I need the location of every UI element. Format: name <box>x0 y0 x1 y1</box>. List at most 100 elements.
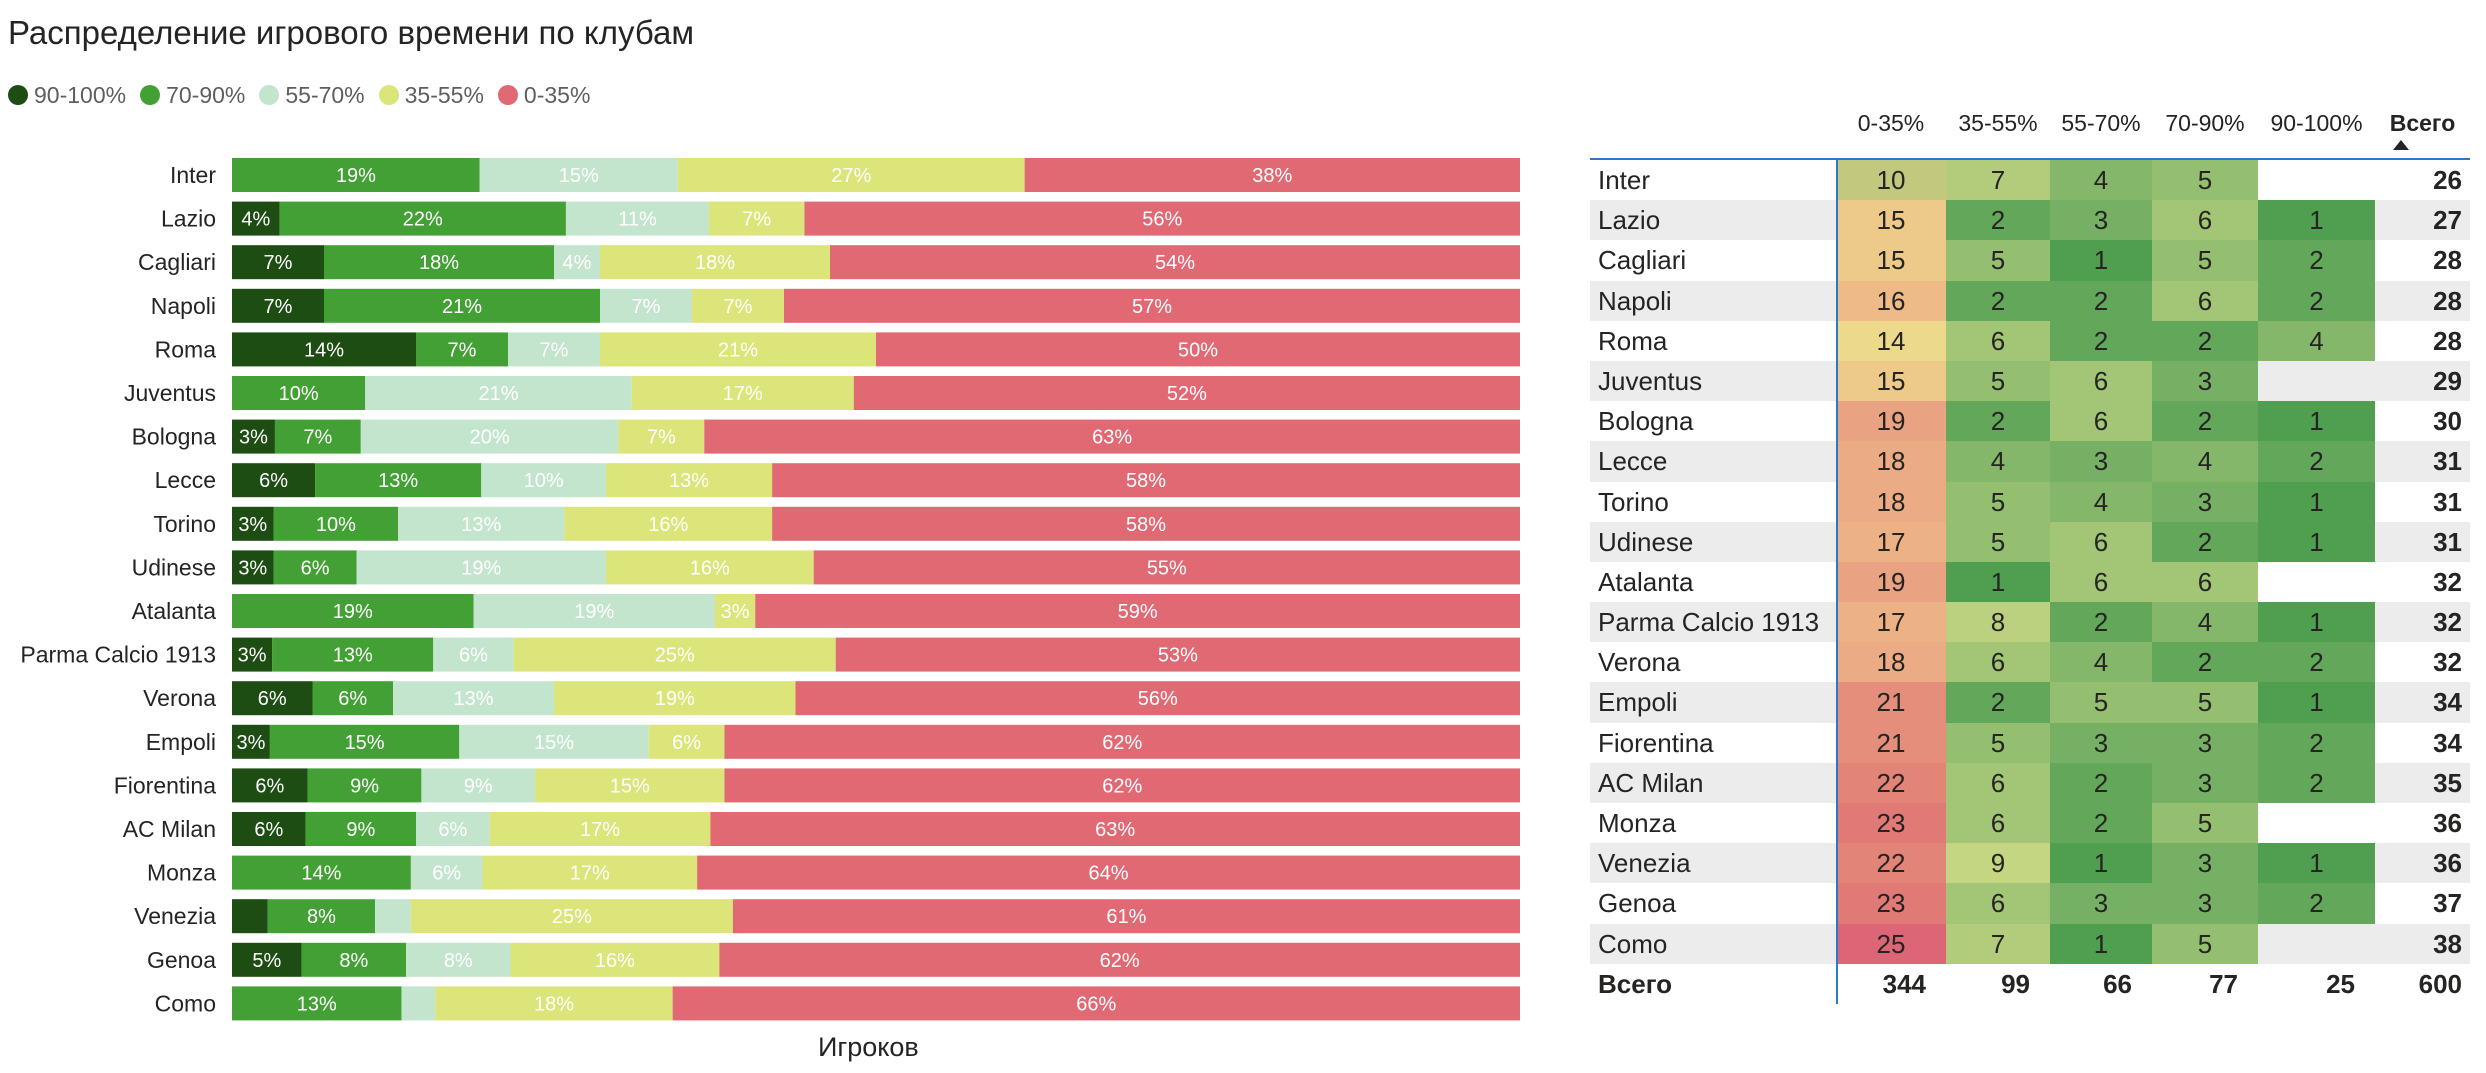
bar-segment[interactable] <box>232 594 474 628</box>
bar-segment[interactable] <box>406 942 511 977</box>
matrix-total-row[interactable]: Всего 344 99 66 77 25 600 <box>1590 964 2470 1004</box>
bar-segment[interactable] <box>605 550 814 585</box>
bar-segment[interactable] <box>648 724 725 759</box>
bar-segment[interactable] <box>489 812 711 846</box>
bar-segment[interactable] <box>232 245 324 280</box>
bar-segment[interactable] <box>565 201 710 236</box>
bar-segment[interactable] <box>272 637 434 672</box>
bar-segment[interactable] <box>732 899 1520 934</box>
column-header[interactable]: 70-90% <box>2165 110 2245 136</box>
bar-segment[interactable] <box>473 594 716 628</box>
bar-segment[interactable] <box>232 463 316 498</box>
bar-segment[interactable] <box>459 724 649 759</box>
bar-segment[interactable] <box>416 332 508 367</box>
matrix-row[interactable]: Udinese 17 5 6 2 1 31 <box>1590 521 2470 562</box>
bar-segment[interactable] <box>232 724 270 759</box>
bar-segment[interactable] <box>232 376 366 410</box>
matrix-row[interactable]: Fiorentina 21 5 3 3 2 34 <box>1590 722 2470 763</box>
bar-segment[interactable] <box>554 245 600 280</box>
bar-segment[interactable] <box>393 681 554 716</box>
matrix-row[interactable]: Monza 23 6 2 5 36 <box>1590 803 2470 844</box>
bar-segment[interactable] <box>273 550 357 585</box>
column-header[interactable]: 0-35% <box>1857 110 1925 136</box>
matrix-row[interactable]: Venezia 22 9 1 3 1 36 <box>1590 843 2470 884</box>
bar-segment[interactable] <box>513 637 836 672</box>
bar-segment[interactable] <box>232 288 324 323</box>
bar-segment[interactable] <box>267 899 376 934</box>
bar-segment[interactable] <box>232 550 274 585</box>
bar-segment[interactable] <box>719 942 1520 977</box>
bar-segment[interactable] <box>301 942 407 977</box>
bar-segment[interactable] <box>755 594 1520 628</box>
matrix-row[interactable]: Bologna 19 2 6 2 1 30 <box>1590 401 2470 442</box>
bar-segment[interactable] <box>715 594 756 628</box>
matrix-row[interactable]: Genoa 23 6 3 3 2 37 <box>1590 883 2470 924</box>
bar-segment[interactable] <box>835 637 1520 672</box>
matrix-row[interactable]: AC Milan 22 6 2 3 2 35 <box>1590 762 2470 803</box>
legend-item[interactable]: 0-35% <box>497 82 590 109</box>
bar-segment[interactable] <box>784 288 1520 323</box>
bar-segment[interactable] <box>410 855 483 890</box>
bar-segment[interactable] <box>1024 158 1520 192</box>
matrix-row[interactable]: Juventus 15 5 6 3 29 <box>1590 360 2470 402</box>
bar-segment[interactable] <box>600 288 692 323</box>
bar-segment[interactable] <box>697 855 1520 890</box>
bar-segment[interactable] <box>677 158 1025 192</box>
bar-segment[interactable] <box>535 768 725 803</box>
matrix-row[interactable]: Empoli 21 2 5 5 1 34 <box>1590 682 2470 723</box>
bar-segment[interactable] <box>232 201 280 236</box>
bar-segment[interactable] <box>421 768 536 803</box>
bar-segment[interactable] <box>876 332 1520 367</box>
bar-segment[interactable] <box>279 201 566 236</box>
bar-segment[interactable] <box>813 550 1520 585</box>
bar-segment[interactable] <box>772 506 1520 541</box>
bar-segment[interactable] <box>853 376 1520 410</box>
bar-segment[interactable] <box>356 550 606 585</box>
bar-segment[interactable] <box>510 942 720 977</box>
bar-segment[interactable] <box>564 506 773 541</box>
bar-segment[interactable] <box>554 681 796 716</box>
bar-segment[interactable] <box>672 986 1520 1021</box>
bar-segment[interactable] <box>433 637 514 672</box>
bar-segment[interactable] <box>232 942 302 977</box>
bar-segment[interactable] <box>618 419 705 454</box>
matrix-row[interactable]: Torino 18 5 4 3 1 31 <box>1590 481 2470 522</box>
bar-segment[interactable] <box>724 768 1520 803</box>
bar-segment[interactable] <box>324 245 554 280</box>
bar-segment[interactable] <box>307 768 422 803</box>
bar-segment[interactable] <box>724 724 1520 759</box>
bar-segment[interactable] <box>360 419 619 454</box>
bar-segment[interactable] <box>772 463 1520 498</box>
bar-segment[interactable] <box>315 463 482 498</box>
bar-segment[interactable] <box>365 376 632 410</box>
matrix-row[interactable]: Cagliari 15 5 1 5 2 28 <box>1590 240 2470 281</box>
bar-segment[interactable] <box>232 812 306 846</box>
bar-segment[interactable] <box>600 332 876 367</box>
legend-item[interactable]: 55-70% <box>259 82 365 109</box>
bar-segment[interactable] <box>416 812 490 846</box>
column-header[interactable]: 90-100% <box>2270 110 2363 136</box>
column-header[interactable]: 35-55% <box>1958 110 2038 136</box>
matrix-row[interactable]: Verona 18 6 4 2 2 32 <box>1590 642 2470 683</box>
bar-segment[interactable] <box>324 288 600 323</box>
bar-segment[interactable] <box>692 288 784 323</box>
bar-segment[interactable] <box>704 419 1520 454</box>
bar-segment[interactable] <box>232 419 275 454</box>
bar-segment[interactable] <box>508 332 600 367</box>
bar-segment[interactable] <box>375 899 411 934</box>
matrix-row[interactable]: Napoli 16 2 2 6 2 28 <box>1590 280 2470 321</box>
bar-segment[interactable] <box>435 986 673 1021</box>
bar-segment[interactable] <box>804 201 1520 236</box>
matrix-row[interactable]: Lazio 15 2 3 6 1 27 <box>1590 200 2470 241</box>
column-header-total[interactable]: Всего <box>2389 110 2456 136</box>
bar-segment[interactable] <box>274 419 361 454</box>
bar-segment[interactable] <box>410 899 733 934</box>
matrix-row[interactable]: Como 25 7 1 5 38 <box>1590 923 2470 964</box>
matrix-row[interactable]: Inter 10 7 4 5 26 <box>1590 160 2470 201</box>
bar-segment[interactable] <box>398 506 565 541</box>
bar-segment[interactable] <box>273 506 399 541</box>
legend-item[interactable]: 35-55% <box>378 82 484 109</box>
bar-segment[interactable] <box>600 245 830 280</box>
bar-segment[interactable] <box>232 986 402 1021</box>
column-header[interactable]: 55-70% <box>2061 110 2141 136</box>
